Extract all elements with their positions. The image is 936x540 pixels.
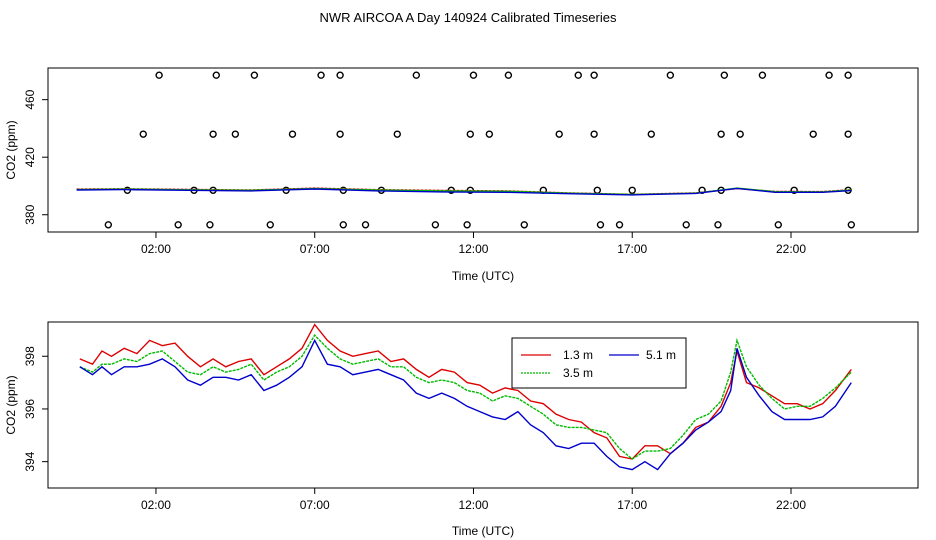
data-point xyxy=(393,130,401,138)
bottom-y-tick-label: 398 xyxy=(23,346,37,366)
data-point xyxy=(590,71,598,79)
data-point xyxy=(231,130,240,138)
data-point xyxy=(317,71,325,79)
data-point xyxy=(469,71,478,79)
top-x-tick-label: 22:00 xyxy=(776,242,806,256)
data-point xyxy=(266,221,274,229)
data-point xyxy=(139,130,147,138)
data-point xyxy=(593,186,602,194)
bottom-x-axis: 02:00 07:00 12:00 17:00 22:00 xyxy=(141,488,806,512)
data-point xyxy=(361,221,370,229)
data-point xyxy=(790,186,798,194)
top-plot-marks xyxy=(76,71,856,229)
data-point xyxy=(174,221,182,229)
top-x-tick-label: 17:00 xyxy=(617,242,647,256)
series-line-5-1-m xyxy=(79,338,852,471)
data-point xyxy=(339,221,347,229)
top-y-tick-label: 460 xyxy=(23,89,37,109)
data-point xyxy=(682,221,690,229)
bottom-panel: 02:00 07:00 12:00 17:00 22:00 394 396 398 Time… xyxy=(4,321,919,538)
bottom-x-axis-label: Time (UTC) xyxy=(452,524,514,538)
data-point xyxy=(485,130,494,138)
data-point xyxy=(336,71,344,79)
data-point xyxy=(847,221,856,229)
series-line-1-3-m xyxy=(79,323,852,460)
data-point xyxy=(555,130,563,138)
data-point xyxy=(209,130,217,138)
bottom-x-tick-label: 12:00 xyxy=(458,498,488,512)
data-point xyxy=(615,221,624,229)
top-x-tick-label: 12:00 xyxy=(458,242,488,256)
legend-box xyxy=(511,337,687,389)
top-y-axis-label: CO2 (ppm) xyxy=(4,120,18,179)
data-point xyxy=(288,130,297,138)
data-point xyxy=(431,221,440,229)
legend-label-5-1m: 5.1 m xyxy=(646,348,676,362)
data-point xyxy=(717,130,725,138)
top-y-tick-label: 380 xyxy=(23,204,37,224)
top-x-axis: 02:00 07:00 12:00 17:00 22:00 xyxy=(141,232,806,256)
data-point xyxy=(647,130,655,138)
data-point xyxy=(574,71,582,79)
data-point xyxy=(504,71,513,79)
top-plot-frame xyxy=(47,67,919,233)
data-point xyxy=(714,221,722,229)
bottom-y-tick-label: 394 xyxy=(23,451,37,471)
bottom-plot-marks xyxy=(79,323,852,471)
data-point xyxy=(844,130,852,138)
data-point xyxy=(774,221,782,229)
data-point xyxy=(628,186,636,194)
bottom-y-tick-label: 396 xyxy=(23,399,37,419)
series-line-5-1-m xyxy=(76,187,852,196)
data-point xyxy=(212,71,220,79)
data-point xyxy=(155,71,163,79)
data-point xyxy=(809,130,817,138)
data-point xyxy=(250,71,259,79)
data-point xyxy=(336,130,344,138)
bottom-x-tick-label: 17:00 xyxy=(617,498,647,512)
series-line-3-5-m xyxy=(79,334,852,460)
bottom-x-tick-label: 07:00 xyxy=(300,498,330,512)
top-x-axis-label: Time (UTC) xyxy=(452,269,514,283)
legend-label-3-5m: 3.5 m xyxy=(563,366,593,380)
bottom-y-axis: 394 396 398 xyxy=(23,346,48,472)
data-point xyxy=(825,71,833,79)
data-point xyxy=(104,221,113,229)
top-y-axis: 380 420 460 xyxy=(23,89,48,225)
top-x-tick-label: 02:00 xyxy=(141,242,171,256)
data-point xyxy=(463,221,471,229)
chart-title: NWR AIRCOA A Day 140924 Calibrated Times… xyxy=(320,10,617,25)
data-point xyxy=(844,71,852,79)
bottom-x-tick-label: 02:00 xyxy=(141,498,171,512)
legend-label-1-3m: 1.3 m xyxy=(563,348,593,362)
data-point xyxy=(412,71,421,79)
data-point xyxy=(720,71,729,79)
bottom-y-axis-label: CO2 (ppm) xyxy=(4,375,18,434)
data-point xyxy=(590,130,598,138)
legend: 1.3 m 5.1 m 3.5 m xyxy=(511,337,687,389)
top-panel: 02:00 07:00 12:00 17:00 22:00 380 420 460 Time… xyxy=(4,67,919,283)
data-point xyxy=(206,221,214,229)
data-point xyxy=(596,221,605,229)
data-point xyxy=(758,71,767,79)
top-y-tick-label: 420 xyxy=(23,147,37,167)
bottom-plot-frame xyxy=(47,321,919,489)
data-point xyxy=(666,71,675,79)
top-x-tick-label: 07:00 xyxy=(300,242,330,256)
data-point xyxy=(736,130,744,138)
bottom-x-tick-label: 22:00 xyxy=(776,498,806,512)
data-point xyxy=(520,221,528,229)
data-point xyxy=(466,130,474,138)
